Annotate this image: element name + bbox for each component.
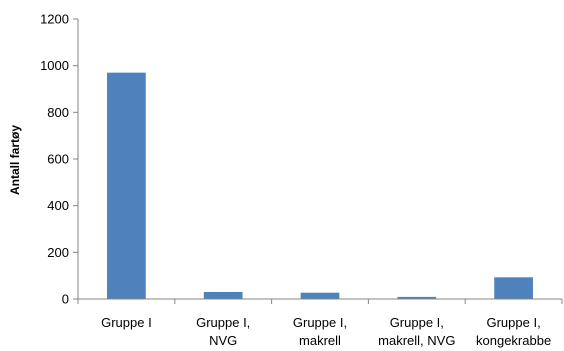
x-category-label-line: makrell (299, 333, 341, 348)
x-category-label-line: makrell, NVG (378, 333, 455, 348)
x-category-label-line: Gruppe I, (196, 315, 250, 330)
bar (107, 72, 146, 300)
x-category-label-line: NVG (209, 333, 237, 348)
y-tick-label: 400 (47, 198, 69, 213)
x-category-label-line: Gruppe I, (390, 315, 444, 330)
x-category-label: Gruppe I, makrell, NVG (378, 315, 455, 348)
bar (203, 292, 243, 299)
bar (300, 292, 340, 299)
y-tick-label: 1000 (40, 58, 69, 73)
y-axis: 0 200 400 600 800 1000 1200 (40, 12, 563, 307)
x-category-label: Gruppe I (101, 315, 152, 330)
x-category-label-line: kongekrabbe (476, 333, 551, 348)
y-tick-label: 200 (47, 245, 69, 260)
x-category-label-line: Gruppe I, (293, 315, 347, 330)
bars (107, 72, 533, 300)
x-category-label: Gruppe I, makrell (293, 315, 347, 348)
x-category-label-line: Gruppe I (101, 315, 152, 330)
y-tick-label: 0 (62, 292, 69, 307)
bar (494, 277, 533, 299)
y-tick-label: 800 (47, 105, 69, 120)
bar (397, 296, 437, 299)
y-tick-label: 1200 (40, 12, 69, 27)
y-tick-label: 600 (47, 152, 69, 167)
y-axis-title: Antall fartøy (8, 125, 22, 195)
x-category-label: Gruppe I, kongekrabbe (476, 315, 551, 348)
x-category-label-line: Gruppe I, (486, 315, 540, 330)
x-category-label: Gruppe I, NVG (196, 315, 250, 348)
